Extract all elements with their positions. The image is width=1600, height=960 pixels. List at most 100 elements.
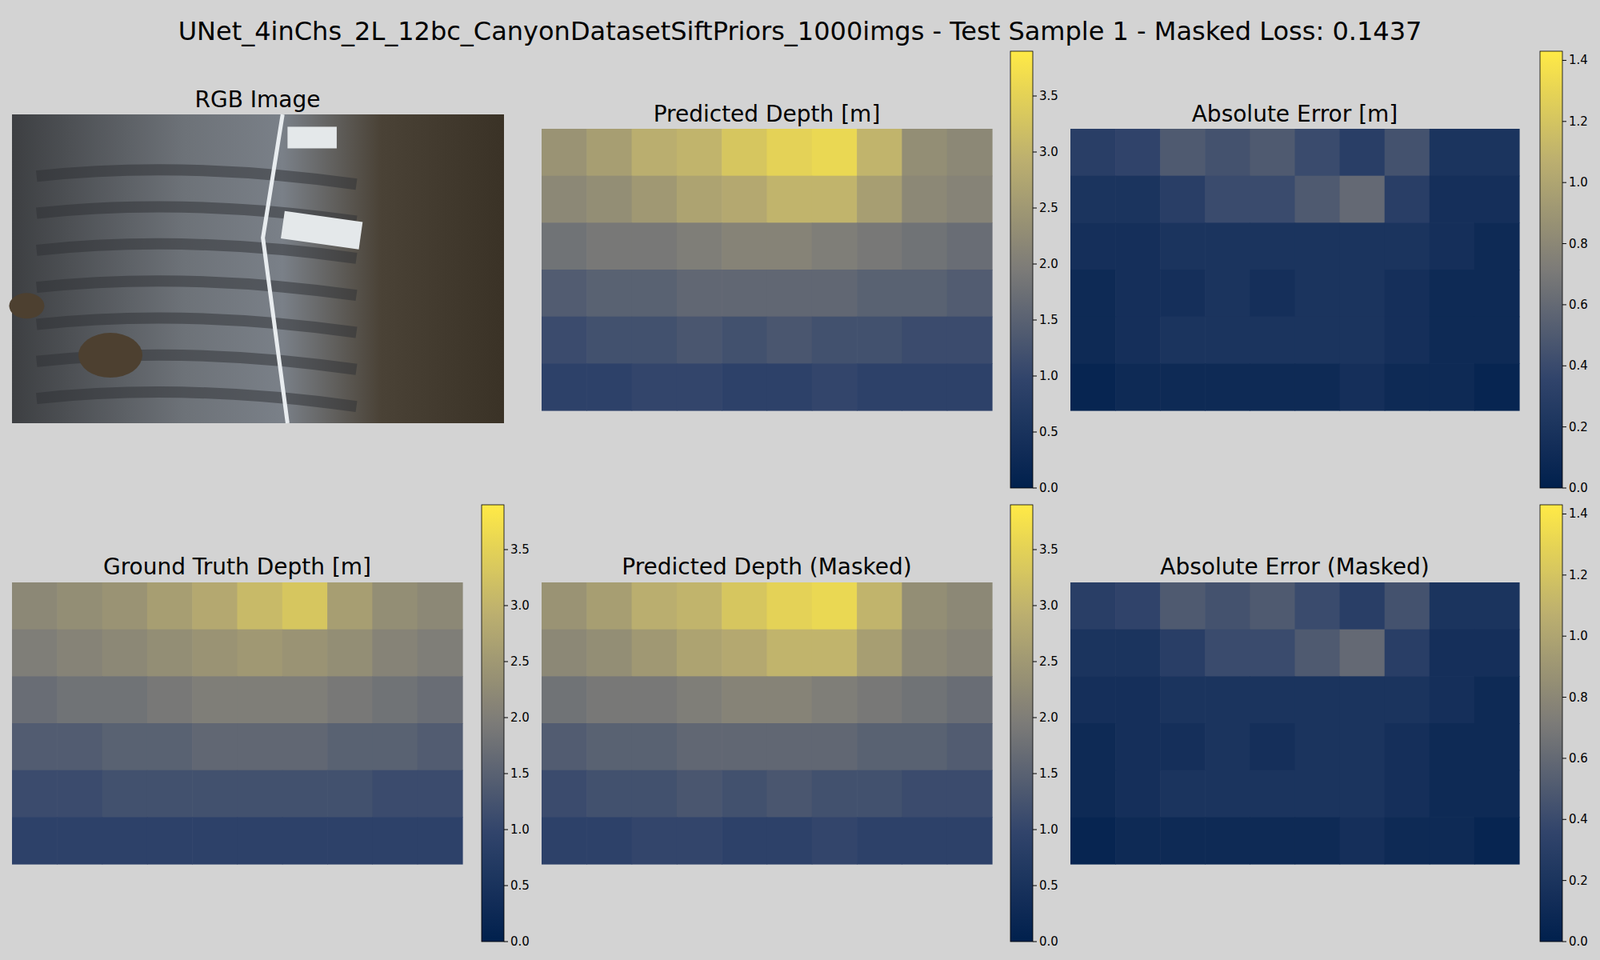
heatmap-cell: [541, 582, 588, 630]
heatmap-cell: [237, 723, 284, 771]
heatmap-cell: [812, 723, 858, 771]
heatmap-cell: [1474, 222, 1520, 270]
heatmap-cell: [1384, 770, 1431, 818]
heatmap-cell: [632, 816, 678, 864]
heatmap-cell: [856, 676, 903, 724]
panel-title: Absolute Error (Masked): [1160, 553, 1429, 580]
heatmap-cell: [541, 629, 588, 677]
heatmap-cell: [632, 222, 678, 270]
heatmap-cell: [586, 269, 632, 317]
heatmap-cells: [541, 128, 993, 412]
colorbar-tick: [1562, 365, 1567, 367]
colorbar-tick: [1562, 819, 1567, 820]
colorbar-tick: [1562, 513, 1567, 515]
heatmap-cell: [1070, 723, 1116, 771]
heatmap-cell: [721, 176, 768, 224]
heatmap-cell: [1295, 128, 1341, 176]
heatmap-cell: [1340, 723, 1386, 771]
heatmap-cell: [1384, 316, 1431, 364]
colorbar-tick-label: 1.0: [1568, 175, 1588, 190]
heatmap-cell: [102, 723, 148, 771]
heatmap-cell: [237, 582, 284, 630]
background: [0, 0, 1600, 960]
colorbar-tick-label: 1.2: [1568, 568, 1588, 583]
heatmap-cell: [56, 770, 103, 818]
colorbar-tick-label: 0.0: [1039, 480, 1059, 496]
heatmap-cell: [327, 629, 373, 677]
heatmap-cell: [1070, 582, 1116, 630]
heatmap-cell: [1295, 269, 1341, 317]
heatmap-cell: [147, 723, 193, 771]
heatmap-cell: [1384, 816, 1431, 864]
heatmap-cell: [1429, 770, 1476, 818]
heatmap-cell: [1070, 629, 1116, 677]
heatmap-cell: [767, 222, 813, 270]
heatmap-cell: [1204, 222, 1251, 270]
colorbar-tick: [1562, 757, 1567, 759]
heatmap-cell: [192, 770, 238, 818]
colorbar-tick: [1032, 488, 1037, 489]
heatmap-cell: [1070, 316, 1116, 364]
heatmap-cell: [1115, 316, 1161, 364]
heatmap-cell: [1429, 222, 1476, 270]
heatmap-cell: [1340, 676, 1386, 724]
colorbar: 0.00.20.40.60.81.01.21.4: [1540, 504, 1588, 949]
heatmap-cell: [721, 582, 768, 630]
heatmap-cell: [947, 723, 993, 771]
colorbar-tick: [1032, 432, 1037, 433]
heatmap-cell: [1340, 316, 1386, 364]
heatmap-cell: [901, 816, 948, 864]
heatmap-cell: [372, 676, 418, 724]
colorbar-tick-label: 3.5: [1039, 542, 1059, 557]
heatmap-cell: [1160, 582, 1206, 630]
heatmap-cell: [812, 128, 858, 176]
heatmap-cell: [541, 770, 588, 818]
heatmap-cell: [1295, 723, 1341, 771]
heatmap-cell: [1249, 316, 1296, 364]
heatmap-cell: [721, 222, 768, 270]
heatmap-cell: [1429, 723, 1476, 771]
rgb-image: [8, 114, 504, 424]
heatmap-cell: [1070, 222, 1116, 270]
heatmap-cell: [12, 816, 58, 864]
colorbar-gradient: [1540, 51, 1563, 488]
panel-title: Predicted Depth [m]: [653, 100, 881, 128]
heatmap-cell: [1204, 128, 1251, 176]
heatmap-cell: [1340, 176, 1386, 224]
heatmap-cell: [1429, 316, 1476, 364]
marker-card: [280, 211, 363, 250]
heatmap-cell: [721, 676, 768, 724]
heatmap-cell: [1474, 770, 1520, 818]
heatmap-cell: [767, 269, 813, 317]
heatmap-cell: [541, 816, 588, 864]
colorbar-tick: [1562, 120, 1567, 122]
heatmap-cell: [1249, 176, 1296, 224]
heatmap-cell: [1340, 629, 1386, 677]
heatmap-cell: [237, 629, 284, 677]
colorbar-tick-label: 2.5: [1039, 200, 1059, 216]
heatmap-cell: [586, 676, 632, 724]
heatmap-cell: [1115, 770, 1161, 818]
heatmap-cell: [1204, 363, 1251, 411]
heatmap-cell: [1429, 363, 1476, 411]
heatmap-cell: [676, 176, 723, 224]
heatmap-cell: [901, 316, 948, 364]
heatmap-cell: [1070, 770, 1116, 818]
heatmap-cell: [1249, 770, 1296, 818]
colorbar-tick-label: 0.0: [1568, 480, 1588, 496]
heatmap-cell: [541, 222, 588, 270]
heatmap-cell: [192, 816, 238, 864]
panel: Predicted Depth [m]0.00.51.01.52.02.53.0…: [541, 51, 1059, 496]
heatmap-cell: [1249, 222, 1296, 270]
heatmap-cell: [856, 222, 903, 270]
heatmap-cell: [1160, 316, 1206, 364]
heatmap-cell: [1295, 676, 1341, 724]
colorbar-tick: [504, 829, 508, 831]
heatmap-cell: [1204, 629, 1251, 677]
heatmap-cell: [812, 676, 858, 724]
heatmap-cell: [1204, 316, 1251, 364]
colorbar-tick-label: 0.8: [1568, 690, 1588, 705]
heatmap-cell: [237, 676, 284, 724]
heatmap-cell: [812, 363, 858, 411]
heatmap-cell: [1115, 676, 1161, 724]
